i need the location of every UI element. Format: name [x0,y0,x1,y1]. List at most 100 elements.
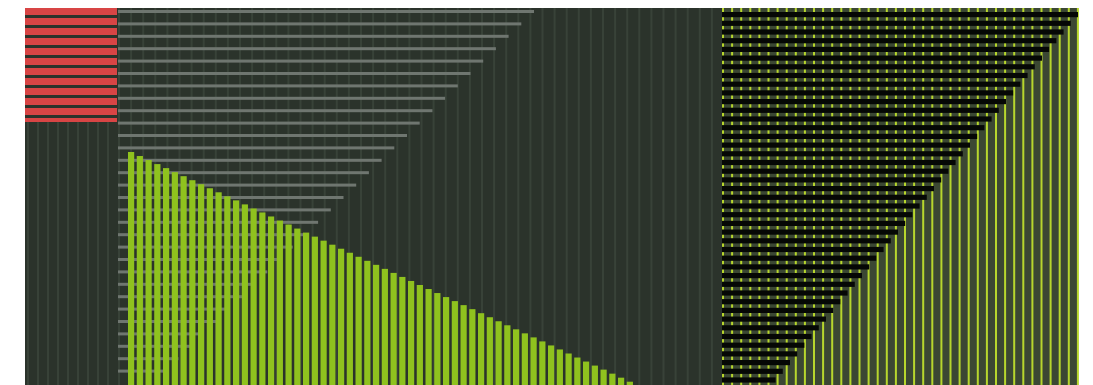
gray-horizontal-bar [118,34,509,38]
lime-column [600,369,607,385]
neon-vertical-line [1022,8,1025,385]
black-horizontal-stripe [722,46,1050,52]
center-vertical-stripe [481,8,483,385]
black-horizontal-stripe [722,38,1057,44]
gray-horizontal-bar [118,59,484,63]
neon-grid-panel [722,8,1079,385]
center-vertical-stripe [638,8,641,385]
lime-column [373,264,380,385]
center-vertical-stripe [493,8,496,385]
lime-column [250,208,257,385]
neon-vertical-line [1058,8,1061,385]
lime-column [443,297,450,385]
center-vertical-stripe [626,8,629,385]
left-vertical-stripe [87,118,89,385]
black-horizontal-stripe [722,238,891,244]
neon-vertical-line [1076,8,1079,385]
red-block-gap [25,45,117,48]
center-vertical-stripe [650,8,653,385]
black-horizontal-stripe [722,246,884,253]
lime-column [486,317,493,385]
left-vertical-stripe [57,118,59,385]
lime-column [180,176,187,385]
lime-column [390,272,397,385]
black-horizontal-stripe [722,81,1021,87]
center-vertical-stripe [517,8,520,385]
left-vertical-stripe [67,118,69,385]
black-horizontal-stripe [722,99,1006,105]
black-horizontal-stripe [722,186,934,192]
black-horizontal-stripe [722,342,805,348]
left-vertical-stripe [27,118,29,385]
black-horizontal-stripe [722,12,1078,18]
black-horizontal-stripe [722,107,999,113]
red-block-gap [25,115,117,118]
gray-horizontal-bar [118,47,496,51]
center-vertical-stripe [384,8,387,385]
lime-column [338,248,345,385]
black-horizontal-stripe [722,159,956,166]
red-block-gap [25,15,117,18]
neon-vertical-line [967,8,970,385]
lime-column [609,373,616,385]
neon-vertical-line [1031,8,1034,385]
black-horizontal-stripe [722,64,1035,70]
black-horizontal-stripe [722,290,848,296]
lime-column [215,192,222,385]
center-vertical-stripe [541,8,544,385]
black-horizontal-stripe [722,333,812,340]
gray-horizontal-bar [118,10,534,13]
red-block-gap [25,95,117,98]
black-horizontal-stripe [722,229,898,235]
neon-vertical-line [949,8,952,385]
lime-column [346,252,353,385]
lime-column [189,180,196,385]
black-horizontal-stripe [722,168,949,174]
lime-column [171,172,178,385]
center-vertical-stripe [614,8,617,385]
lime-column [504,325,511,385]
red-block-gap [25,25,117,28]
black-horizontal-stripe [722,125,985,131]
black-horizontal-stripe [722,316,826,322]
left-vertical-stripe [77,118,79,385]
lime-column [565,353,572,385]
lime-column [495,321,502,385]
center-vertical-stripe [347,8,350,385]
gray-horizontal-bar [118,332,204,336]
neon-vertical-line [985,8,988,385]
center-vertical-stripe [396,8,399,385]
center-vertical-stripe [505,8,508,385]
lime-column-triangle [128,152,633,385]
lime-column [469,309,476,385]
center-vertical-stripe [372,8,375,385]
left-vertical-stripe [107,118,109,385]
black-horizontal-stripe [722,220,906,226]
neon-vertical-line [1040,8,1043,385]
center-vertical-stripe [420,8,423,385]
center-vertical-stripe [360,8,362,385]
center-vertical-stripe [710,8,713,385]
black-horizontal-stripe [722,351,798,357]
neon-vertical-line [995,8,997,385]
lime-column [425,289,432,385]
lime-column [521,333,528,385]
lime-column [399,276,406,385]
center-vertical-stripe [444,8,447,385]
lime-column [416,284,423,385]
lime-column [364,260,371,385]
lime-column [513,329,520,385]
lime-column [583,361,590,385]
lime-column [591,365,598,385]
lime-column [408,280,415,385]
neon-vertical-line [940,8,943,385]
black-horizontal-stripe [722,72,1028,79]
black-horizontal-stripe [722,116,992,122]
center-vertical-stripe [662,8,665,385]
neon-vertical-line [958,8,961,385]
black-horizontal-stripe [722,29,1064,35]
lime-column [303,232,310,385]
gray-horizontal-bar [118,245,293,249]
black-horizontal-stripe [722,273,862,279]
